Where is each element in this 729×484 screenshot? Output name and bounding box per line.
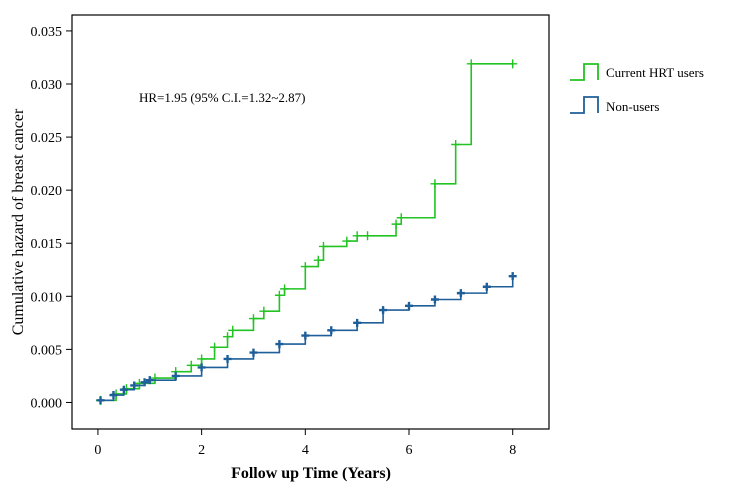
data-point-current-hrt-users	[259, 306, 269, 316]
data-point-current-hrt-users	[280, 284, 290, 294]
data-point-current-hrt-users	[391, 219, 401, 229]
legend-label-current-hrt-users: Current HRT users	[606, 65, 704, 80]
data-point-non-users	[223, 354, 232, 363]
y-tick-label: 0.030	[31, 78, 63, 93]
data-point-non-users	[353, 318, 362, 327]
data-point-current-hrt-users	[313, 255, 323, 265]
data-point-non-users	[405, 301, 414, 310]
data-point-non-users	[275, 340, 284, 349]
data-point-non-users	[482, 282, 491, 291]
data-point-current-hrt-users	[352, 231, 362, 241]
data-point-non-users	[430, 295, 439, 304]
x-tick-label: 4	[302, 443, 309, 458]
legend-swatch-current-hrt-users	[570, 63, 599, 81]
data-point-current-hrt-users	[363, 231, 373, 241]
data-point-current-hrt-users	[466, 59, 476, 69]
censor-marks-non-users	[96, 272, 517, 405]
y-tick-label: 0.025	[31, 131, 63, 146]
data-point-non-users	[130, 381, 139, 390]
data-point-non-users	[327, 326, 336, 335]
data-point-current-hrt-users	[508, 59, 518, 69]
data-point-non-users	[119, 385, 128, 394]
data-point-current-hrt-users	[248, 314, 258, 324]
data-point-current-hrt-users	[228, 325, 238, 335]
hazard-ratio-annotation: HR=1.95 (95% C.I.=1.32~2.87)	[139, 90, 306, 105]
data-point-non-users	[145, 376, 154, 385]
data-point-non-users	[171, 371, 180, 380]
y-axis-title: Cumulative hazard of breast cancer	[10, 108, 27, 335]
data-point-non-users	[197, 363, 206, 372]
x-tick-label: 0	[94, 443, 101, 458]
data-point-current-hrt-users	[342, 236, 352, 246]
data-point-non-users	[109, 391, 118, 400]
series-layer	[96, 59, 518, 405]
legend: Current HRT users Non-users	[570, 63, 704, 114]
data-point-non-users	[301, 331, 310, 340]
data-point-current-hrt-users	[197, 354, 207, 364]
y-tick-label: 0.035	[31, 25, 63, 40]
data-point-current-hrt-users	[318, 241, 328, 251]
data-point-current-hrt-users	[210, 342, 220, 352]
data-point-non-users	[456, 289, 465, 298]
y-tick-label: 0.010	[31, 290, 63, 305]
data-point-current-hrt-users	[451, 140, 461, 150]
legend-swatch-non-users	[570, 96, 599, 114]
x-tick-label: 8	[509, 443, 516, 458]
legend-label-non-users: Non-users	[606, 99, 659, 114]
x-tick-label: 6	[406, 443, 413, 458]
data-point-current-hrt-users	[430, 179, 440, 189]
x-axis-title: Follow up Time (Years)	[231, 465, 391, 482]
data-point-current-hrt-users	[223, 332, 233, 342]
data-point-current-hrt-users	[150, 373, 160, 383]
y-tick-label: 0.000	[31, 396, 63, 411]
x-tick-label: 2	[198, 443, 205, 458]
y-tick-label: 0.020	[31, 184, 63, 199]
y-tick-label: 0.005	[31, 343, 63, 358]
data-point-non-users	[249, 348, 258, 357]
data-point-non-users	[140, 378, 149, 387]
y-tick-label: 0.015	[31, 237, 63, 252]
ticks-layer: 0 2 4 6 8 0.000 0.005 0.010 0.015 0.020 0.025 0.030…	[31, 25, 517, 458]
data-point-non-users	[379, 306, 388, 315]
data-point-current-hrt-users	[274, 290, 284, 300]
data-point-non-users	[508, 272, 517, 281]
data-point-non-users	[96, 396, 105, 405]
data-point-current-hrt-users	[300, 262, 310, 272]
plot-frame	[71, 14, 550, 430]
data-point-current-hrt-users	[186, 360, 196, 370]
data-point-current-hrt-users	[396, 213, 406, 223]
